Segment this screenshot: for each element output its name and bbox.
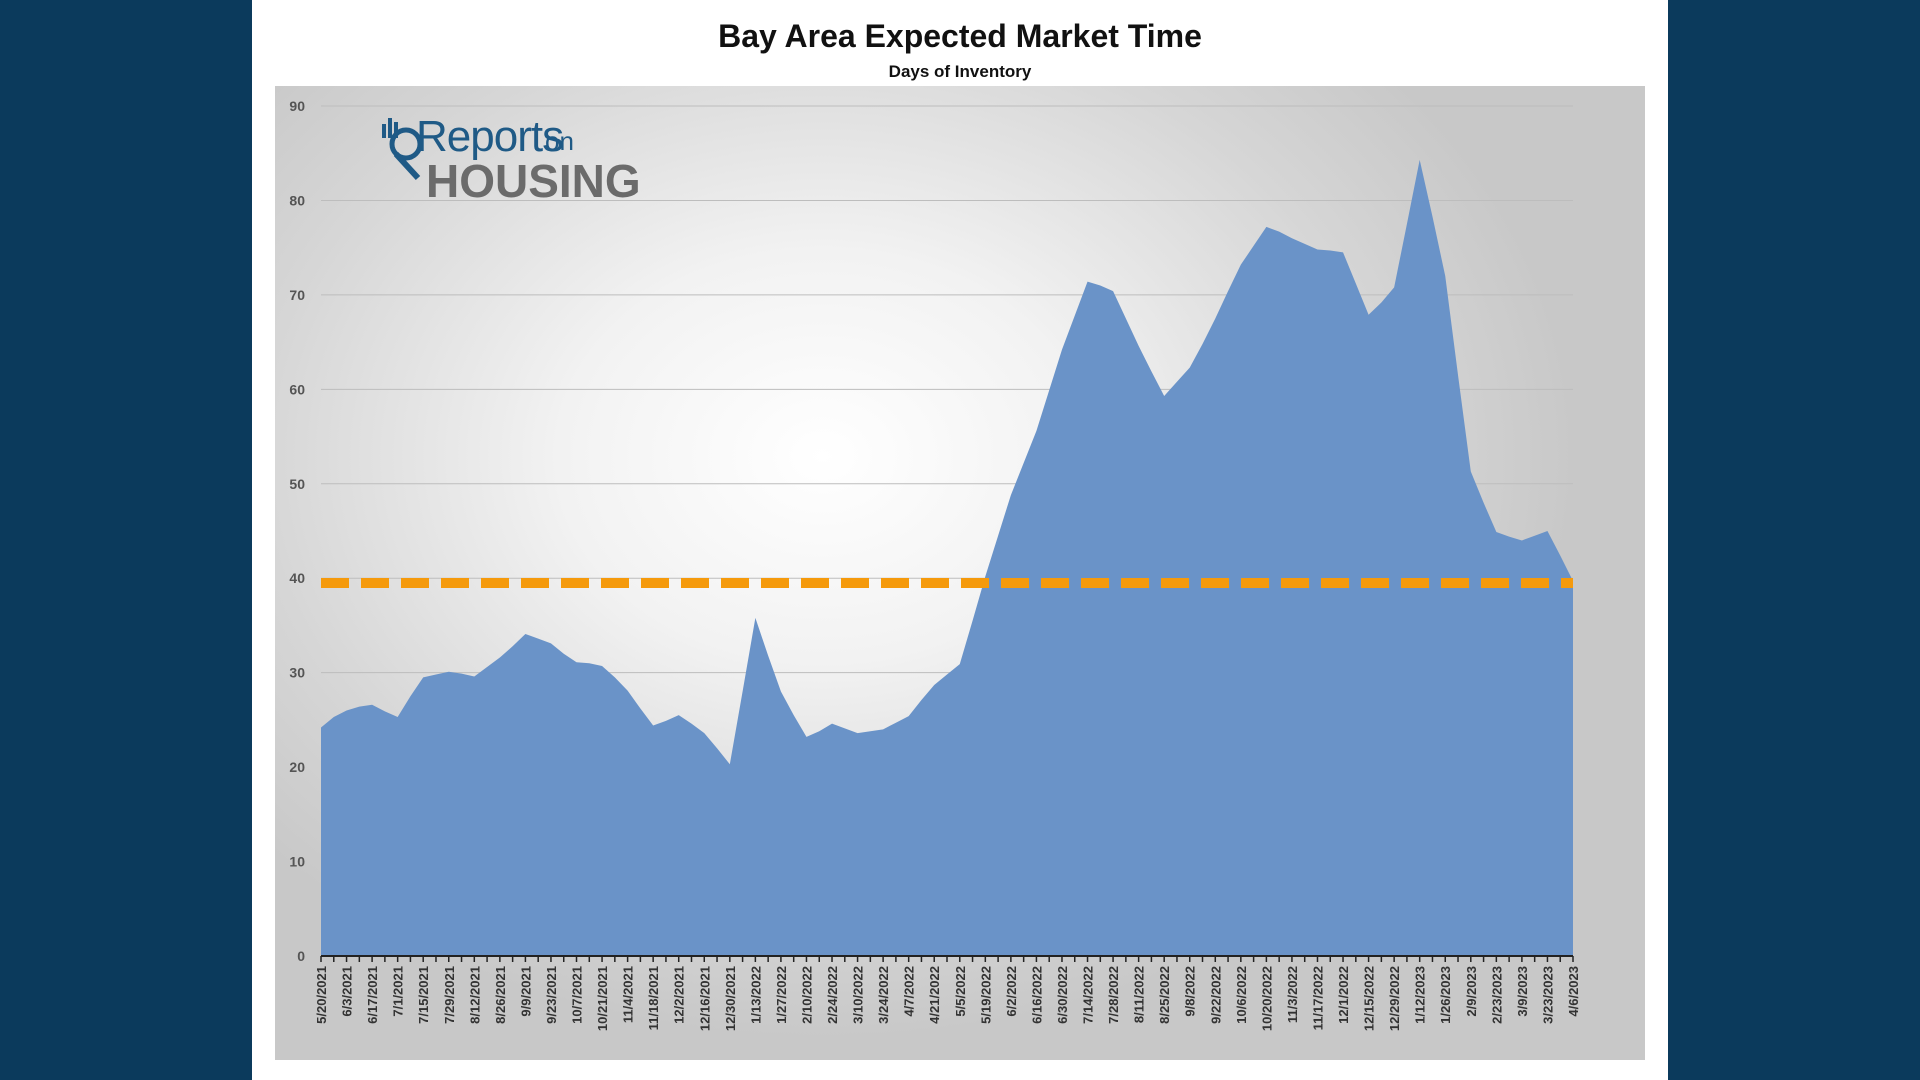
x-tick-label: 10/7/2021 — [570, 966, 585, 1024]
slide: Bay Area Expected Market Time Days of In… — [252, 0, 1668, 1080]
x-tick-label: 3/24/2022 — [876, 966, 891, 1024]
x-tick-label: 7/29/2021 — [442, 966, 457, 1024]
x-tick-label: 9/8/2022 — [1183, 966, 1198, 1017]
x-tick-label: 11/18/2021 — [646, 966, 661, 1030]
chart-subtitle: Days of Inventory — [888, 62, 1032, 81]
chart-svg: 0 10 20 30 40 50 60 70 80 90 5/20/2021 6/3/2021 6/1… — [289, 98, 1581, 1031]
x-tick-label: 3/23/2023 — [1540, 966, 1555, 1024]
plot-panel: 0 10 20 30 40 50 60 70 80 90 5/20/2021 6/3/2021 6/1… — [275, 86, 1645, 1060]
y-tick-label: 10 — [289, 854, 305, 870]
x-tick-label: 6/3/2021 — [340, 966, 355, 1017]
x-tick-label: 11/17/2022 — [1310, 966, 1325, 1030]
x-tick-label: 11/3/2022 — [1285, 966, 1300, 1023]
x-tick-label: 8/11/2022 — [1132, 966, 1147, 1023]
x-tick-label: 9/22/2022 — [1208, 966, 1223, 1024]
logo-text-housing: HOUSING — [426, 155, 641, 207]
x-tick-label: 12/29/2022 — [1387, 966, 1402, 1031]
x-tick-label: 1/27/2022 — [774, 966, 789, 1024]
x-tick-label: 8/25/2022 — [1157, 966, 1172, 1024]
logo-text-reports: Reports — [416, 112, 564, 161]
x-tick-label: 6/17/2021 — [365, 966, 380, 1024]
x-tick-label: 7/14/2022 — [1081, 966, 1096, 1024]
x-tick-label: 12/30/2021 — [723, 966, 738, 1031]
x-tick-label: 9/23/2021 — [544, 966, 559, 1024]
x-tick-label: 1/13/2022 — [748, 966, 763, 1024]
x-tick-label: 8/12/2021 — [467, 966, 482, 1024]
x-tick-label: 10/6/2022 — [1234, 966, 1249, 1024]
y-tick-label: 50 — [289, 476, 305, 492]
area-series-days-of-inventory — [321, 159, 1573, 956]
y-tick-label: 80 — [289, 192, 305, 208]
x-tick-label: 11/4/2021 — [621, 966, 636, 1023]
x-tick-label: 12/16/2021 — [697, 966, 712, 1031]
reports-on-housing-logo: Reports on HOUSING — [380, 112, 650, 207]
y-tick-label: 90 — [289, 98, 305, 114]
x-tick-label: 2/10/2022 — [799, 966, 814, 1024]
x-tick-label: 5/5/2022 — [953, 966, 968, 1017]
x-tick-label: 3/10/2022 — [851, 966, 866, 1024]
y-tick-label: 30 — [289, 665, 305, 681]
x-tick-label: 5/20/2021 — [314, 966, 329, 1024]
x-tick-label: 1/12/2023 — [1413, 966, 1428, 1024]
x-tick-label: 10/21/2021 — [595, 966, 610, 1031]
x-tick-label: 8/26/2021 — [493, 966, 508, 1024]
area-layer — [320, 159, 1574, 956]
y-tick-label: 70 — [289, 287, 305, 303]
axis-layer — [320, 955, 1574, 962]
x-tick-label: 2/23/2023 — [1489, 966, 1504, 1024]
x-tick-label: 7/1/2021 — [391, 966, 406, 1017]
magnifier-chart-icon — [382, 118, 423, 181]
x-tick-label: 10/20/2022 — [1259, 966, 1274, 1031]
y-tick-label: 60 — [289, 381, 305, 397]
x-tick-label: 12/1/2022 — [1336, 966, 1351, 1024]
x-tick-label: 4/7/2022 — [902, 966, 917, 1017]
x-tick-label: 12/2/2021 — [672, 966, 687, 1024]
y-tick-label: 40 — [289, 570, 305, 586]
x-tick-label: 12/15/2022 — [1362, 966, 1377, 1031]
x-tick-label: 2/24/2022 — [825, 966, 840, 1024]
x-tick-label: 1/26/2023 — [1438, 966, 1453, 1024]
chart-title: Bay Area Expected Market Time — [718, 18, 1202, 54]
x-tick-label: 7/15/2021 — [416, 966, 431, 1024]
x-tick-label: 3/9/2023 — [1515, 966, 1530, 1017]
y-tick-labels: 0 10 20 30 40 50 60 70 80 90 — [289, 98, 305, 964]
y-tick-label: 20 — [289, 759, 305, 775]
logo-text-on: on — [545, 126, 574, 156]
y-tick-label: 0 — [297, 948, 305, 964]
x-tick-label: 4/6/2023 — [1566, 966, 1581, 1017]
x-tick-label: 9/9/2021 — [518, 966, 533, 1017]
x-tick-label: 6/30/2022 — [1055, 966, 1070, 1024]
x-tick-label: 7/28/2022 — [1106, 966, 1121, 1024]
x-tick-label: 6/16/2022 — [1029, 966, 1044, 1024]
x-tick-labels: 5/20/2021 6/3/2021 6/17/2021 7/1/2021 7/15/2… — [314, 966, 1581, 1031]
x-tick-label: 6/2/2022 — [1004, 966, 1019, 1017]
x-tick-label: 2/9/2023 — [1464, 966, 1479, 1017]
x-tick-label: 4/21/2022 — [927, 966, 942, 1024]
x-tick-label: 5/19/2022 — [978, 966, 993, 1024]
